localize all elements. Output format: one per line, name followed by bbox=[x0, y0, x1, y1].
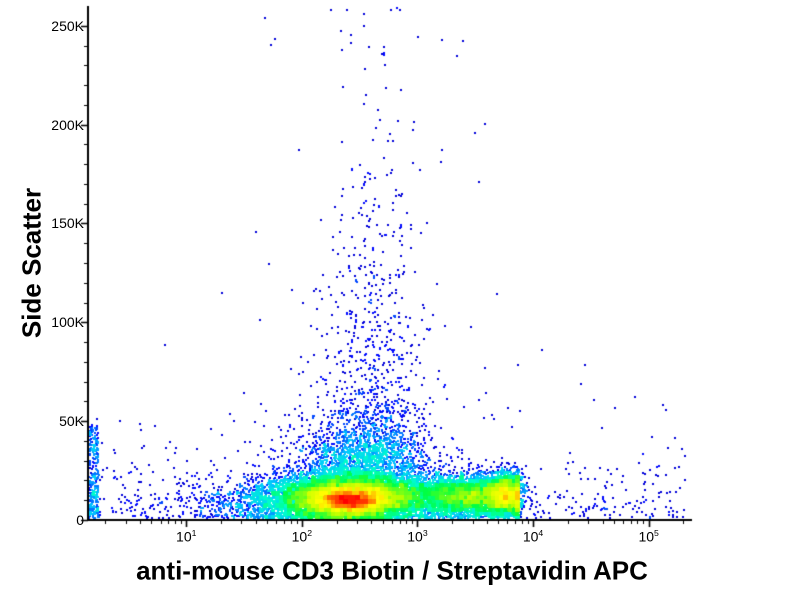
y-tick-label: 250K bbox=[51, 17, 84, 34]
x-tick-label: 101 bbox=[176, 528, 197, 545]
y-tick-label: 50K bbox=[59, 413, 84, 430]
x-axis-label: anti-mouse CD3 Biotin / Streptavidin APC bbox=[136, 555, 648, 586]
x-tick-label: 102 bbox=[291, 528, 313, 545]
x-tick-label: 105 bbox=[638, 528, 659, 545]
x-tick-label: 104 bbox=[522, 528, 544, 545]
y-tick-label: 200K bbox=[51, 116, 84, 133]
y-axis-label: Side Scatter bbox=[16, 187, 47, 339]
y-tick-label: 100K bbox=[51, 314, 84, 331]
x-tick-label: 103 bbox=[407, 528, 428, 545]
y-tick-label: 0 bbox=[76, 512, 84, 528]
y-tick-label: 150K bbox=[51, 215, 84, 232]
